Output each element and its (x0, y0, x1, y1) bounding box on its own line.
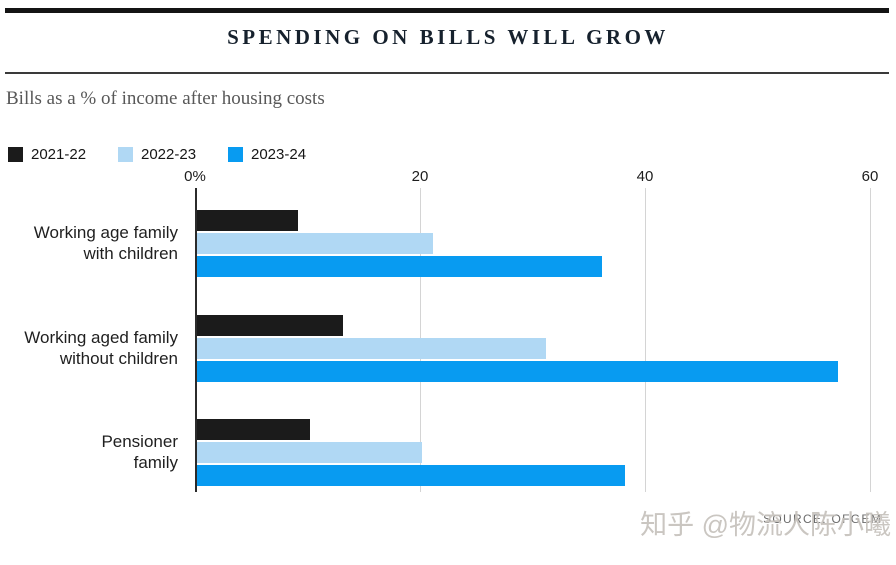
category-label: Working age family with children (33, 223, 178, 263)
legend-label: 2021-22 (31, 146, 87, 163)
x-tick-label: 20 (411, 168, 429, 185)
x-tick-label: 0% (184, 168, 206, 185)
bar-2021-22 (197, 210, 299, 231)
legend-label: 2023-24 (251, 146, 307, 163)
top-accent-bar (5, 8, 889, 13)
category-label: Working aged family without children (24, 328, 178, 368)
bar-2021-22 (197, 315, 344, 336)
legend-item: 2022-23 (118, 146, 228, 163)
bar-chart-plot-area: 0% 20 40 60 Working age family with children… (0, 168, 896, 498)
legend-item: 2021-22 (8, 146, 118, 163)
bar-2023-24 (197, 256, 602, 277)
x-tick-label: 40 (636, 168, 654, 185)
legend-swatch (8, 147, 23, 162)
bar-2022-23 (197, 338, 546, 359)
chart-title: SPENDING ON BILLS WILL GROW (227, 25, 669, 49)
legend: 2021-22 2022-23 2023-24 (8, 146, 338, 163)
category-label: Pensioner family (101, 432, 178, 472)
bar-2023-24 (197, 465, 625, 486)
chart-subtitle: Bills as a % of income after housing cos… (6, 88, 325, 109)
x-tick-label: 60 (861, 168, 879, 185)
bar-2021-22 (197, 419, 310, 440)
title-divider (5, 72, 889, 74)
y-axis-line (195, 188, 197, 492)
legend-label: 2022-23 (141, 146, 197, 163)
bar-2023-24 (197, 361, 839, 382)
legend-swatch (228, 147, 243, 162)
gridline-40 (645, 188, 646, 492)
gridline-60 (870, 188, 871, 492)
bar-2022-23 (197, 233, 434, 254)
bar-2022-23 (197, 442, 422, 463)
legend-swatch (118, 147, 133, 162)
legend-item: 2023-24 (228, 146, 338, 163)
watermark-text: 知乎 @物流人陈小曦 (640, 510, 891, 540)
source-attribution: SOURCE: OFGEM (763, 512, 882, 526)
